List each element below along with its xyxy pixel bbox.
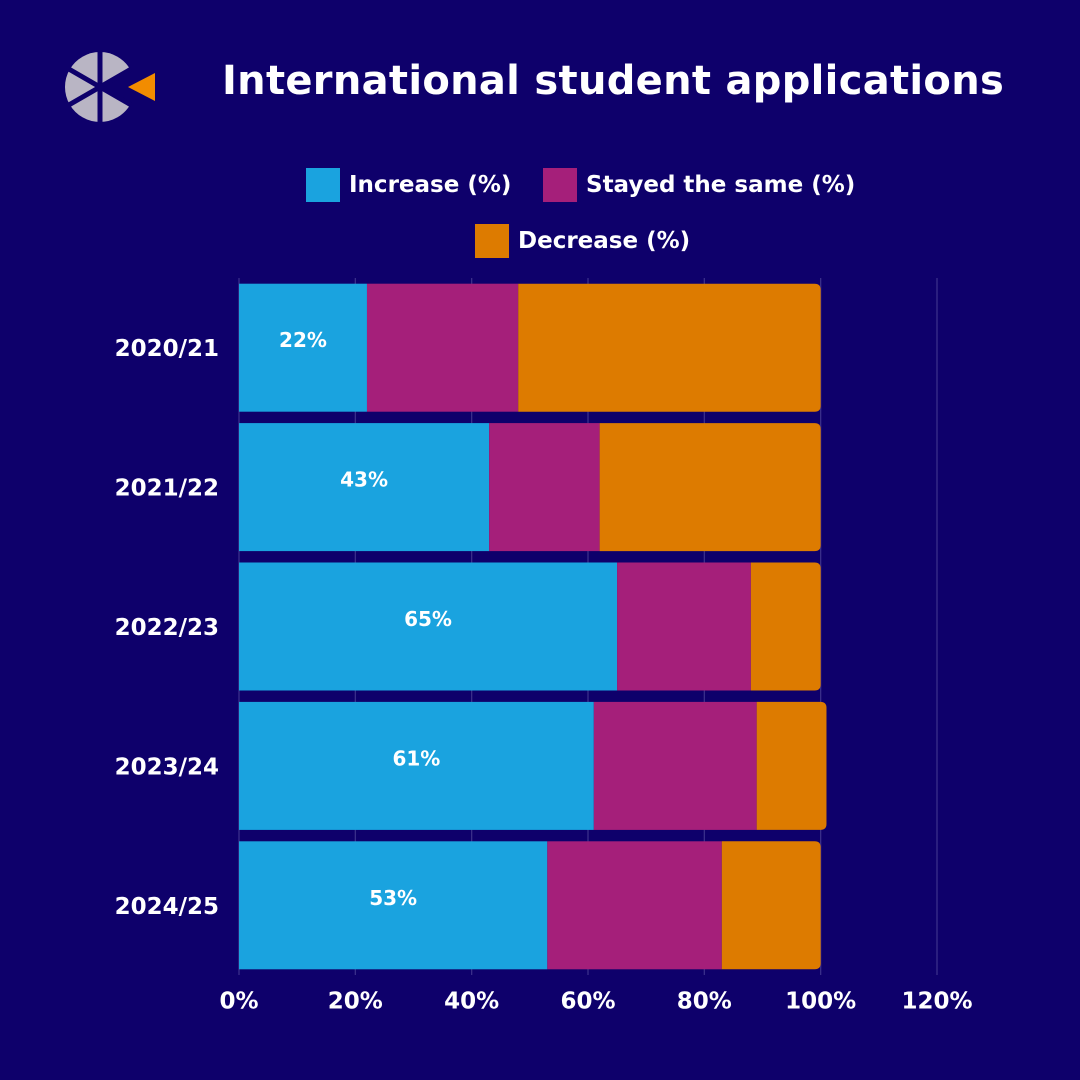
legend-item-increase: Increase (%): [306, 168, 511, 202]
logo-segment: [69, 87, 100, 122]
logo-segment: [100, 87, 131, 122]
category-label: 2020/21: [115, 336, 219, 362]
legend-label-increase: Increase (%): [349, 172, 512, 198]
x-tick-label: 80%: [677, 989, 732, 1015]
bar-segment-increase: [239, 283, 367, 412]
data-label: 43%: [340, 468, 388, 492]
logo-segment: [69, 52, 100, 87]
category-label: 2023/24: [115, 754, 219, 780]
x-tick-label: 0%: [219, 989, 258, 1015]
bar-segment-same: [489, 423, 600, 552]
data-label: 53%: [369, 886, 417, 910]
legend-swatch-stayed-same: [543, 168, 577, 202]
bar-segment-increase: [239, 562, 618, 691]
bar-segment-decrease: [599, 423, 821, 552]
legend-item-stayed-same: Stayed the same (%): [543, 168, 855, 202]
logo-arrow: [128, 73, 155, 101]
legend-swatch-increase: [306, 168, 340, 202]
bar-segment-same: [617, 562, 751, 691]
category-label: 2024/25: [115, 894, 219, 920]
legend-label-decrease: Decrease (%): [518, 228, 691, 254]
x-tick-label: 100%: [785, 989, 856, 1015]
bar-segment-decrease: [518, 283, 821, 412]
bar-segment-increase: [239, 423, 490, 552]
x-tick-label: 60%: [560, 989, 615, 1015]
logo-icon: [65, 51, 155, 123]
data-label: 65%: [404, 607, 452, 631]
logo-segment: [65, 69, 100, 105]
bar-segment-same: [366, 283, 519, 412]
x-tick-label: 20%: [328, 989, 383, 1015]
legend-swatch-decrease: [475, 224, 509, 258]
x-tick-label: 40%: [444, 989, 499, 1015]
bar-segment-same: [593, 701, 757, 830]
bar-segment-increase: [239, 701, 594, 830]
category-label: 2021/22: [115, 476, 219, 502]
bar-segment-decrease: [750, 562, 821, 691]
data-label: 61%: [392, 746, 440, 770]
data-label: 22%: [279, 328, 327, 352]
legend-label-stayed-same: Stayed the same (%): [586, 172, 856, 198]
category-label: 2022/23: [115, 615, 219, 641]
bar-segment-increase: [239, 841, 548, 970]
x-tick-label: 120%: [901, 989, 972, 1015]
bar-segment-decrease: [721, 841, 821, 970]
bar-segment-decrease: [756, 701, 827, 830]
logo-segment: [100, 52, 131, 87]
legend-item-decrease: Decrease (%): [475, 224, 690, 258]
chart-title: International student applications: [222, 58, 1005, 104]
bar-segment-same: [547, 841, 722, 970]
